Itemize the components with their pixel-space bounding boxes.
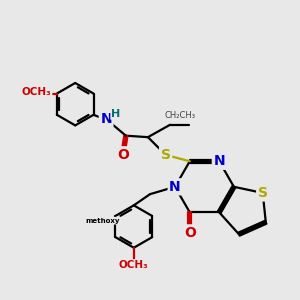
Text: O: O	[117, 148, 129, 162]
Text: OCH₃: OCH₃	[21, 87, 51, 97]
Text: methoxy: methoxy	[85, 218, 120, 224]
Text: N: N	[213, 154, 225, 168]
Text: N: N	[100, 112, 112, 126]
Text: CH₂CH₃: CH₂CH₃	[164, 111, 195, 120]
Text: O: O	[184, 226, 196, 240]
Text: H: H	[111, 109, 121, 119]
Text: OCH₃: OCH₃	[119, 260, 149, 270]
Text: N: N	[169, 180, 181, 194]
Text: S: S	[160, 148, 171, 162]
Text: S: S	[258, 186, 268, 200]
